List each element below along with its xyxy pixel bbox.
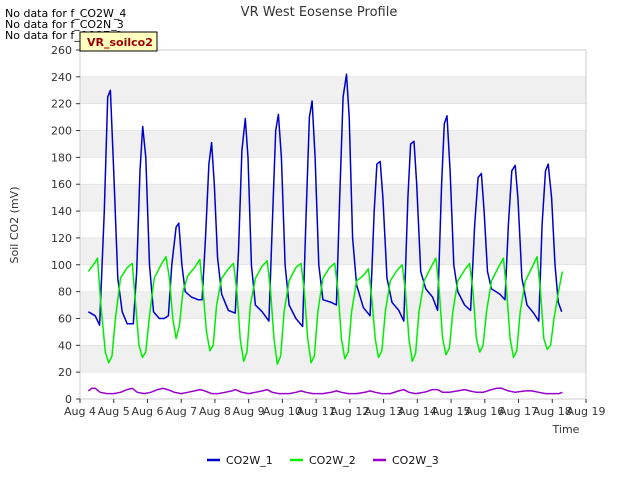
y-tick-label: 140 — [51, 205, 72, 218]
legend: CO2W_1 CO2W_2 CO2W_3 — [207, 454, 439, 467]
background-bands — [80, 76, 586, 373]
x-tick-label: Aug 13 — [364, 405, 403, 418]
no-data-message: No data for f_CO2W_4 — [5, 7, 127, 20]
site-badge-label: VR_soilco2 — [87, 36, 153, 49]
y-tick-label: 100 — [51, 259, 72, 272]
legend-label: CO2W_2 — [309, 454, 356, 467]
y-axis-label: Soil CO2 (mV) — [8, 187, 21, 264]
y-tick-label: 160 — [51, 178, 72, 191]
y-tick-label: 260 — [51, 44, 72, 57]
y-tick-label: 200 — [51, 125, 72, 138]
x-tick-label: Aug 17 — [499, 405, 538, 418]
x-tick-label: Aug 15 — [432, 405, 471, 418]
y-tick-label: 240 — [51, 71, 72, 84]
legend-label: CO2W_1 — [226, 454, 273, 467]
chart-title: VR West Eosense Profile — [241, 5, 398, 20]
background-band — [80, 76, 586, 104]
y-tick-label: 20 — [58, 366, 72, 379]
background-band — [80, 237, 586, 265]
y-tick-label: 220 — [51, 98, 72, 111]
x-tick-label: Aug 18 — [533, 405, 572, 418]
x-tick-label: Aug 9 — [233, 405, 265, 418]
x-tick-label: Aug 6 — [131, 405, 163, 418]
series-line-co2w_2 — [87, 255, 564, 365]
y-tick-label: 0 — [65, 393, 72, 406]
site-badge: VR_soilco2 — [79, 31, 158, 52]
x-tick-label: Aug 19 — [567, 405, 606, 418]
x-axis-label: Time — [552, 423, 580, 436]
y-axis: 0 20 40 60 80 100 120 140 160 180 200 220 240 260 — [51, 44, 80, 406]
x-tick-label: Aug 12 — [330, 405, 369, 418]
legend-label: CO2W_3 — [392, 454, 439, 467]
series-lines — [87, 73, 564, 395]
background-band — [80, 345, 586, 373]
x-tick-label: Aug 8 — [199, 405, 231, 418]
x-tick-label: Aug 5 — [98, 405, 130, 418]
background-band — [80, 184, 586, 212]
x-tick-label: Aug 11 — [297, 405, 336, 418]
x-tick-label: Aug 4 — [64, 405, 96, 418]
x-tick-label: Aug 7 — [165, 405, 197, 418]
y-tick-label: 40 — [58, 339, 72, 352]
x-tick-label: Aug 16 — [465, 405, 504, 418]
y-tick-label: 60 — [58, 312, 72, 325]
background-band — [80, 130, 586, 158]
no-data-message: No data for f_CO2N_3 — [5, 18, 124, 31]
series-line-co2w_3 — [87, 387, 563, 395]
series-line-co2w_1 — [88, 73, 563, 328]
y-tick-label: 80 — [58, 286, 72, 299]
site-badge-box — [79, 31, 158, 52]
x-tick-label: Aug 14 — [398, 405, 437, 418]
x-tick-label: Aug 10 — [263, 405, 302, 418]
y-tick-label: 180 — [51, 151, 72, 164]
plot-frame — [79, 49, 587, 400]
y-tick-label: 120 — [51, 232, 72, 245]
